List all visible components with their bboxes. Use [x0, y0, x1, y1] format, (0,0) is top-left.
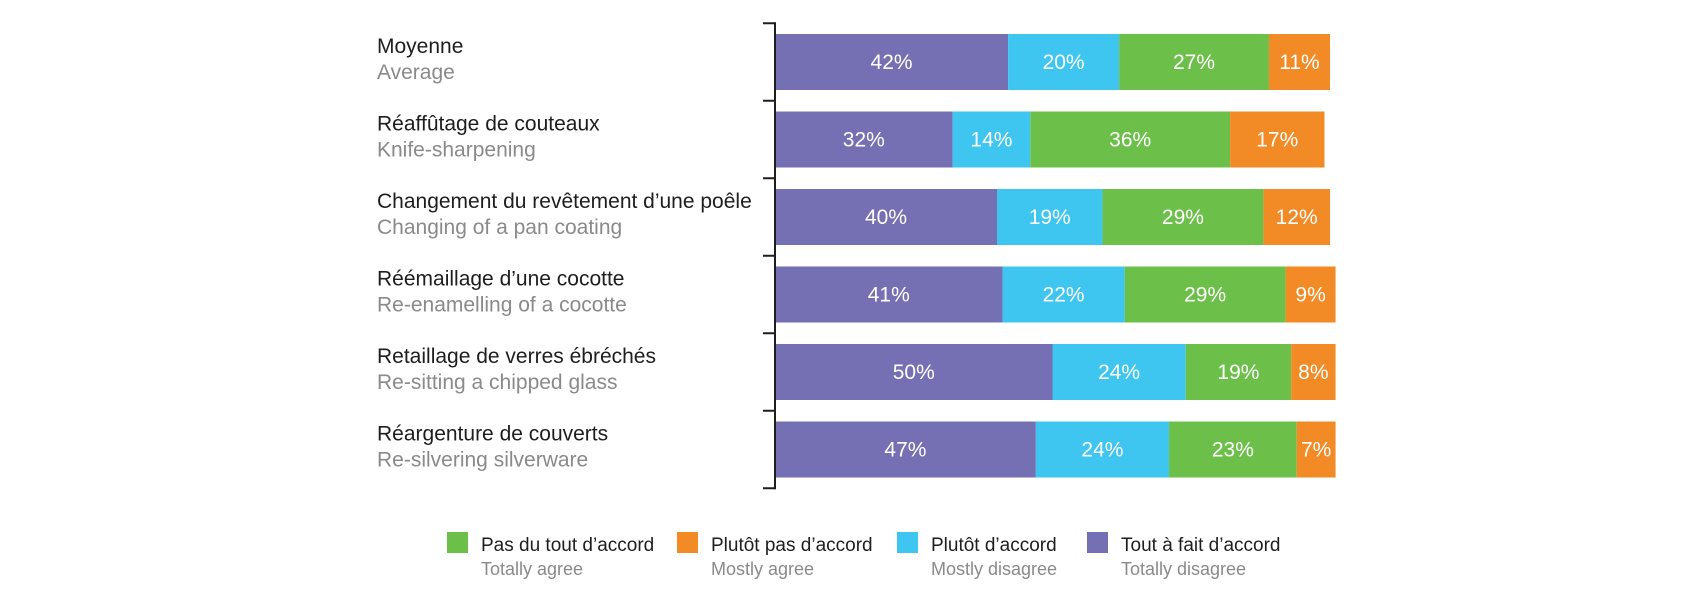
legend-label-fr: Plutôt d’accord [931, 535, 1057, 556]
category-label-fr: Réargenture de couverts [377, 423, 608, 446]
bar-segment [1263, 189, 1330, 245]
bar-value-label: 19% [1217, 361, 1259, 384]
bar-segment [775, 34, 1009, 90]
category-label-en: Re-silvering silverware [377, 449, 588, 472]
legend-label-fr: Plutôt pas d’accord [711, 535, 873, 556]
bar-value-label: 41% [868, 284, 910, 307]
bar-segment [1296, 421, 1336, 478]
bar-segment [1230, 111, 1325, 168]
bar-value-label: 14% [970, 129, 1012, 152]
bar-value-label: 50% [893, 361, 935, 384]
legend-label-en: Totally disagree [1121, 559, 1246, 579]
bar-value-label: 32% [843, 129, 885, 152]
bar-value-label: 23% [1212, 439, 1254, 462]
legend-label-en: Totally agree [481, 559, 583, 579]
bar-value-label: 9% [1295, 284, 1325, 307]
legend-swatch [897, 532, 918, 553]
category-label-en: Re-enamelling of a cocotte [377, 294, 627, 317]
bar-value-label: 47% [884, 439, 926, 462]
bar-segment [775, 111, 953, 168]
bar-value-label: 24% [1081, 439, 1123, 462]
bar-segment [997, 189, 1103, 245]
bar-value-label: 20% [1043, 51, 1085, 74]
bar-segment [1002, 266, 1125, 323]
legend-swatch [447, 532, 468, 553]
bar-segment [1102, 189, 1264, 245]
bar-value-label: 12% [1276, 206, 1318, 229]
legend-label-fr: Pas du tout d’accord [481, 535, 654, 556]
category-label-en: Changing of a pan coating [377, 216, 622, 239]
legend-label-fr: Tout à fait d’accord [1121, 535, 1280, 556]
bar-value-label: 17% [1256, 129, 1298, 152]
bar-value-label: 29% [1184, 284, 1226, 307]
bar-value-label: 29% [1162, 206, 1204, 229]
bar-segment [775, 189, 997, 245]
bar-value-label: 22% [1043, 284, 1085, 307]
bar-value-label: 36% [1109, 129, 1151, 152]
bar-segment [775, 266, 1003, 323]
bar-value-label: 11% [1279, 51, 1319, 74]
bar-segment [1124, 266, 1286, 323]
bar-segment [1285, 266, 1336, 323]
bar-segment [1185, 344, 1292, 400]
bar-value-label: 8% [1298, 361, 1328, 384]
category-label-fr: Retaillage de verres ébréchés [377, 345, 656, 368]
category-label-fr: Réémaillage d’une cocotte [377, 268, 625, 291]
category-label-en: Knife-sharpening [377, 139, 536, 162]
legend-label-en: Mostly agree [711, 559, 814, 579]
bar-value-label: 24% [1098, 361, 1140, 384]
bar-value-label: 40% [865, 206, 907, 229]
bar-segment [1268, 34, 1330, 90]
bar-segment [775, 421, 1036, 478]
category-label-en: Average [377, 61, 455, 84]
category-label-fr: Changement du revêtement d’une poêle [377, 190, 752, 213]
category-label-fr: Moyenne [377, 35, 463, 58]
bar-segment [1291, 344, 1336, 400]
bar-segment [1169, 421, 1297, 478]
bar-segment [1030, 111, 1231, 168]
bar-segment [1035, 421, 1170, 478]
bar-value-label: 27% [1173, 51, 1215, 74]
legend-swatch [677, 532, 698, 553]
legend-label-en: Mostly disagree [931, 559, 1057, 579]
bar-value-label: 42% [871, 51, 913, 74]
category-label-fr: Réaffûtage de couteaux [377, 113, 600, 136]
bar-segment [1052, 344, 1186, 400]
bar-segment [952, 111, 1031, 168]
bar-segment [1008, 34, 1120, 90]
category-label-en: Re-sitting a chipped glass [377, 371, 617, 394]
bar-segment [1119, 34, 1269, 90]
legend-swatch [1087, 532, 1108, 553]
bar-segment [775, 344, 1053, 400]
bar-value-label: 19% [1029, 206, 1071, 229]
bar-value-label: 7% [1301, 439, 1331, 462]
